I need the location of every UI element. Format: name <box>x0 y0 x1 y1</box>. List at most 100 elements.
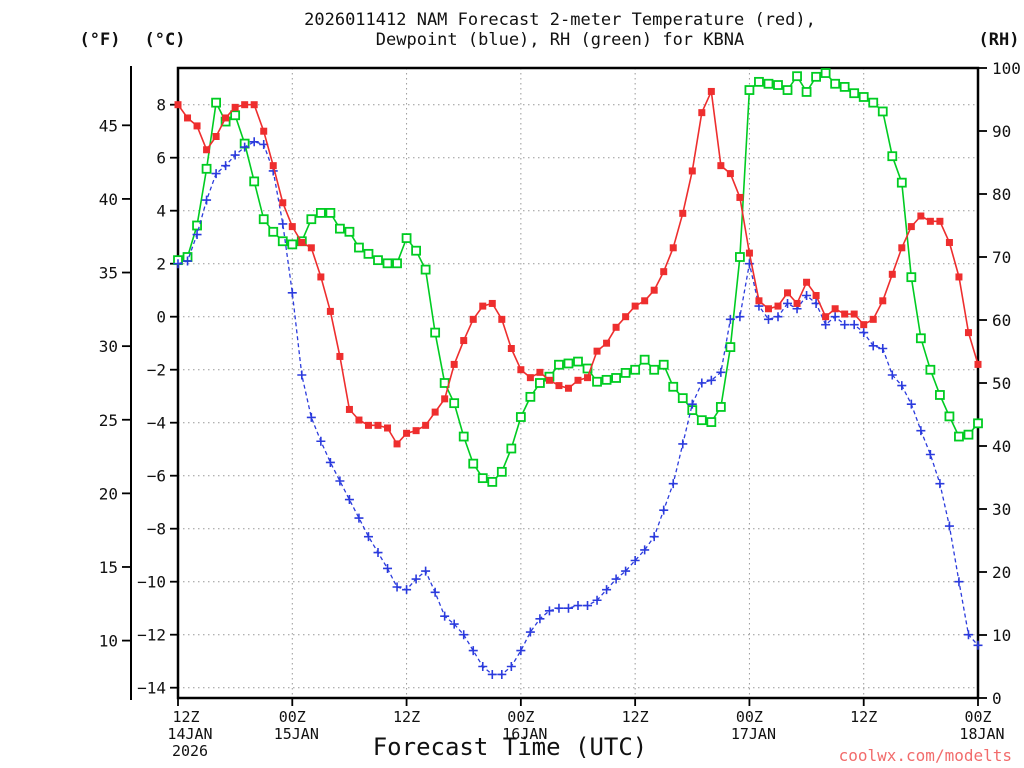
rh-series-marker <box>335 223 345 234</box>
rh-series-marker <box>935 390 945 400</box>
temperature-series-marker <box>336 352 344 360</box>
celsius-tick-label: −8 <box>147 520 166 539</box>
temperature-series-marker <box>584 374 592 382</box>
dewpoint-series-marker <box>868 341 878 351</box>
temperature-series-marker <box>793 299 801 307</box>
rh-series-marker <box>915 333 926 344</box>
celsius-tick-label: −10 <box>137 573 166 592</box>
temperature-series-marker <box>707 87 715 95</box>
temperature-series-marker <box>679 209 687 217</box>
rh-series-marker <box>325 207 336 218</box>
temperature-series-marker <box>193 122 201 130</box>
dewpoint-series-marker <box>373 548 383 558</box>
rh-series-marker <box>715 402 726 412</box>
rh-series-marker <box>925 364 936 375</box>
dewpoint-series-marker <box>249 137 259 147</box>
dewpoint-series-marker <box>640 545 650 555</box>
dewpoint-series-marker <box>611 574 621 584</box>
rh-series-marker <box>411 245 421 256</box>
rh-series-marker <box>649 364 660 375</box>
dewpoint-series-marker <box>554 603 564 613</box>
dewpoint-series-marker <box>583 601 593 611</box>
rh-series-marker <box>830 78 841 89</box>
rh-tick-label: 100 <box>992 59 1021 78</box>
celsius-tick-label: 4 <box>156 202 166 221</box>
temperature-series-marker <box>936 217 944 225</box>
temperature-series-marker <box>850 310 858 318</box>
temperature-series-marker <box>488 299 496 307</box>
dewpoint-series-marker <box>449 619 459 629</box>
rh-axis-unit-label: (RH) <box>978 30 1020 50</box>
temperature-series-marker <box>593 347 601 355</box>
temperature-series-marker <box>174 101 182 109</box>
dewpoint-series-marker <box>954 577 964 587</box>
temperature-series-marker <box>603 339 611 347</box>
dewpoint-series-marker <box>478 662 488 671</box>
rh-series-marker <box>392 258 402 269</box>
rh-series-marker <box>563 358 574 369</box>
rh-series-marker <box>849 88 860 99</box>
temperature-series-marker <box>574 376 582 384</box>
rh-series-line <box>177 72 979 483</box>
fahrenheit-tick-label: 30 <box>99 337 118 356</box>
temperature-series-marker <box>231 103 239 111</box>
dewpoint-series-marker <box>363 532 373 542</box>
rh-series-marker <box>258 214 269 225</box>
temperature-series-marker <box>384 424 392 432</box>
temperature-series-marker <box>784 289 792 297</box>
temperature-series-marker <box>374 421 382 429</box>
temperature-series-marker <box>698 109 706 117</box>
rh-tick-label: 90 <box>992 122 1011 141</box>
temperature-series-marker <box>241 101 249 109</box>
dewpoint-series-marker <box>763 314 773 324</box>
rh-series-marker <box>973 418 983 429</box>
temperature-series-marker <box>403 429 411 437</box>
dewpoint-series-marker <box>411 574 421 584</box>
fahrenheit-axis-unit-label: (°F) <box>79 30 121 50</box>
dewpoint-series-marker <box>621 566 631 576</box>
dewpoint-series-marker <box>859 328 869 338</box>
fahrenheit-tick-label: 45 <box>99 116 118 135</box>
celsius-tick-label: −12 <box>137 626 166 645</box>
x-tick-time-label: 12Z <box>850 708 877 726</box>
dewpoint-series-marker <box>687 399 697 409</box>
rh-series-marker <box>782 85 793 95</box>
x-tick-time-label: 00Z <box>964 708 991 726</box>
rh-series-marker <box>820 68 831 78</box>
rh-series-marker <box>896 177 907 188</box>
watermark-link[interactable]: coolwx.com/modelts <box>838 746 1012 765</box>
dewpoint-series-marker <box>497 669 507 679</box>
dewpoint-series-marker <box>383 563 393 573</box>
temperature-series-marker <box>422 421 430 429</box>
rh-series-marker <box>792 71 802 82</box>
dewpoint-series-marker <box>716 367 726 377</box>
dewpoint-series-marker <box>802 291 812 300</box>
rh-series-marker <box>573 356 583 367</box>
dewpoint-series-marker <box>573 601 583 611</box>
dewpoint-series-marker <box>630 556 640 565</box>
dewpoint-series-marker <box>316 436 326 446</box>
temperature-series-marker <box>317 273 325 281</box>
temperature-series-marker <box>974 360 982 368</box>
temperature-series-marker <box>888 270 896 278</box>
temperature-series-marker <box>250 101 258 109</box>
rh-series-marker <box>506 443 517 454</box>
rh-series-marker <box>554 359 564 370</box>
celsius-tick-label: 0 <box>156 308 166 327</box>
dewpoint-series-marker <box>649 532 659 542</box>
dewpoint-series-marker <box>183 256 193 266</box>
rh-series-marker <box>801 87 812 97</box>
rh-series-marker <box>306 214 317 225</box>
rh-tick-label: 40 <box>992 437 1011 456</box>
temperature-series-marker <box>803 278 811 286</box>
dewpoint-series-marker <box>706 375 716 385</box>
rh-series-marker <box>763 78 774 89</box>
rh-series-marker <box>944 411 955 422</box>
rh-series-marker <box>754 76 764 87</box>
celsius-tick-label: −6 <box>147 467 166 486</box>
rh-series-marker <box>496 466 507 477</box>
dewpoint-series-marker <box>916 426 926 436</box>
temperature-series-marker <box>355 416 363 424</box>
x-tick-date-label: 16JAN <box>502 725 547 743</box>
rh-series-marker <box>515 412 526 422</box>
